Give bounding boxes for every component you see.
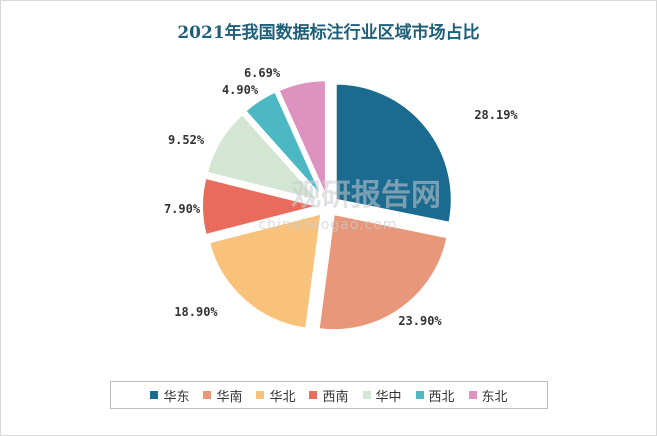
watermark-main: 观研报告网 [291,178,441,213]
legend-label: 西北 [428,389,455,405]
legend-item-2: 华南 [203,386,242,405]
legend-label: 华中 [375,389,402,405]
data-label-5: 9.52% [168,133,205,147]
watermark-sub: chinabaogao.com [258,217,397,233]
pie-slice-4 [201,176,319,237]
legend-label: 西南 [322,389,349,405]
pie-slice-5 [205,112,323,203]
legend-swatch [415,391,424,399]
legend-label: 东北 [481,389,508,405]
pie-slices [201,79,453,332]
legend-swatch [362,391,371,399]
legend-item-6: 西北 [415,386,455,405]
data-label-6: 4.90% [222,83,259,97]
legend-swatch [468,391,477,399]
pie-slice-1 [334,82,453,224]
pie-slice-6 [243,90,324,199]
legend-label: 华北 [269,389,296,405]
chart-title: 2021年我国数据标注行业区域市场占比 [177,23,480,43]
legend-item-1: 华东 [150,386,189,405]
data-label-4: 7.90% [164,202,201,216]
legend-label: 华南 [216,389,243,405]
legend-swatch [203,391,212,399]
data-label-1: 28.19% [474,108,518,122]
legend-swatch [150,391,159,399]
pie-slice-2 [317,212,449,332]
legend-swatch [256,391,265,399]
pie-slice-7 [277,79,327,197]
legend-item-4: 西南 [309,386,349,405]
data-label-3: 18.90% [174,305,218,319]
legend: 华东 华南 华北 西南 华中 西北 东北 [110,381,548,409]
data-label-2: 23.90% [398,314,442,328]
legend-label: 华东 [163,389,190,405]
legend-item-5: 华中 [362,386,402,405]
pie-slice-3 [207,212,323,330]
legend-swatch [309,391,318,399]
legend-item-7: 东北 [468,386,508,405]
legend-item-3: 华北 [256,386,295,405]
watermark: 观研报告网 chinabaogao.com [258,178,441,233]
data-label-7: 6.69% [244,66,281,80]
data-labels: 28.19% 23.90% 18.90% 7.90% 9.52% 4.90% 6.69% [164,66,519,328]
